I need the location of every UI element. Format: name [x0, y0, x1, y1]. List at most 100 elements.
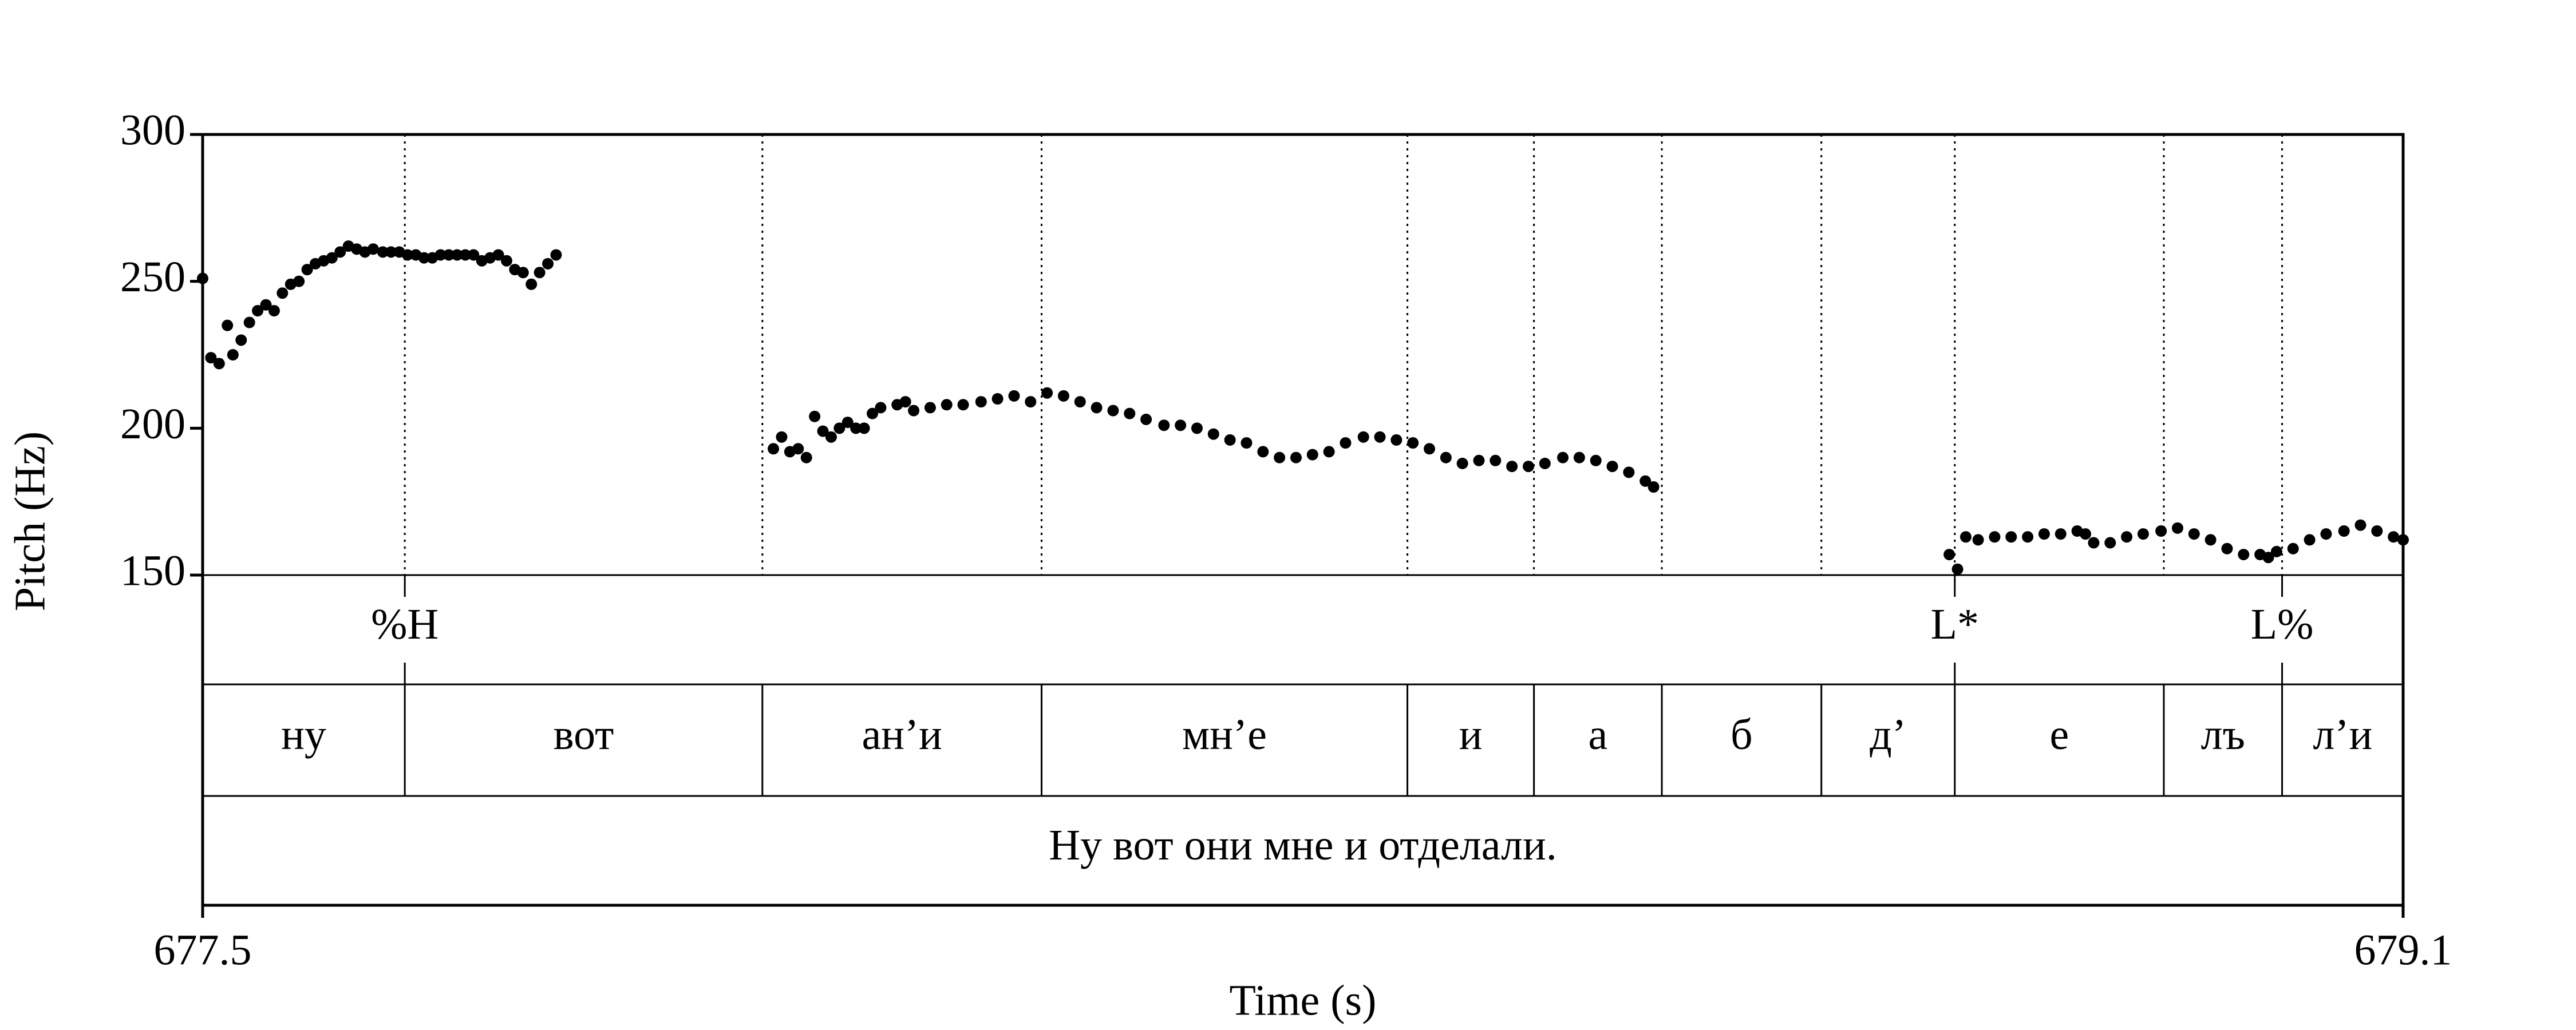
pitch-point [377, 246, 389, 258]
pitch-point [1290, 451, 1302, 464]
pitch-point [260, 299, 272, 311]
interval-label: и [1459, 711, 1483, 759]
y-tick-label: 200 [120, 400, 185, 448]
interval-label: ну [281, 711, 326, 759]
pitch-point [1057, 390, 1069, 402]
pitch-point [2188, 528, 2200, 540]
interval-label: Ну вот они мне и отделали. [1049, 821, 1557, 869]
x-tick-label: 677.5 [154, 926, 252, 974]
pitch-point [1107, 405, 1119, 417]
plot-frame [201, 133, 2405, 907]
pitch-point [268, 305, 280, 316]
pitch-point [500, 255, 512, 267]
pitch-point [1506, 461, 1518, 473]
pitch-point [2080, 528, 2092, 540]
pitch-point [2262, 552, 2274, 564]
pitch-point [2304, 534, 2316, 546]
pitch-point [1158, 419, 1170, 431]
pitch-point [858, 422, 870, 434]
pitch-point [1025, 396, 1037, 408]
pitch-point [1960, 531, 1972, 543]
pitch-point [817, 425, 829, 437]
pitch-point [1041, 387, 1053, 399]
pitch-point [459, 249, 471, 261]
pitch-point [1523, 461, 1535, 473]
pitch-point [908, 405, 920, 417]
pitch-point [776, 431, 788, 443]
pitch-point [1473, 454, 1485, 466]
pitch-point [825, 431, 837, 443]
pitch-point [2388, 531, 2400, 543]
pitch-point [401, 249, 413, 261]
pitch-point [1240, 437, 1253, 449]
pitch-point [1008, 390, 1020, 402]
pitch-point [517, 267, 529, 279]
tone-label: %H [371, 600, 438, 648]
pitch-point [2371, 525, 2383, 537]
pitch-point [243, 316, 255, 328]
pitch-point [867, 407, 879, 419]
pitch-point [2338, 525, 2350, 537]
pitch-point [1440, 451, 1452, 464]
pitch-point [418, 252, 430, 264]
interval-label: д’ [1870, 711, 1906, 759]
pitch-point [227, 349, 239, 360]
pitch-point [1557, 451, 1569, 464]
pitch-point [492, 249, 504, 261]
interval-label: ан’и [862, 711, 942, 759]
pitch-point [850, 422, 862, 434]
interval-label: а [1588, 711, 1607, 759]
pitch-point [800, 451, 812, 464]
pitch-point [443, 249, 455, 261]
pitch-point [1490, 454, 1502, 466]
interval-label: б [1730, 711, 1753, 759]
pitch-point [2320, 528, 2332, 540]
pitch-point [1207, 428, 1219, 440]
pitch-point [975, 396, 987, 408]
pitch-point [1091, 402, 1103, 414]
pitch-point [1623, 466, 1635, 478]
pitch-point [1943, 549, 1955, 561]
pitch-point [2022, 531, 2034, 543]
y-tick-label: 300 [120, 106, 185, 154]
x-tick-label: 679.1 [2354, 926, 2452, 974]
pitch-point [385, 246, 397, 258]
pitch-point [841, 417, 854, 429]
pitch-point [2088, 537, 2100, 549]
pitch-point [1590, 454, 1602, 466]
pitch-point [451, 249, 463, 261]
pitch-point [1175, 419, 1187, 431]
pitch-point [367, 243, 379, 255]
pitch-point [1224, 434, 1236, 446]
pitch-point [326, 252, 338, 264]
pitch-point [1140, 413, 1152, 425]
pitch-point [833, 422, 846, 434]
pitch-point [2171, 522, 2183, 534]
pitch-point [2270, 545, 2282, 557]
pitch-point [875, 402, 887, 414]
interval-label: е [2050, 711, 2069, 759]
pitch-point [2104, 537, 2116, 549]
pitch-point [2055, 528, 2067, 540]
pitch-point [222, 319, 234, 331]
pitch-point [468, 249, 480, 261]
pitch-point [2238, 549, 2250, 561]
pitch-point [205, 352, 217, 364]
pitch-point [1390, 434, 1402, 446]
pitch-point [213, 358, 225, 370]
y-tick-label: 150 [120, 546, 185, 595]
pitch-point [293, 275, 305, 287]
pitch-point [1951, 563, 1963, 575]
pitch-point [1606, 461, 1618, 473]
pitch-point [1340, 437, 1352, 449]
pitch-point [434, 249, 447, 261]
pitch-point [809, 410, 821, 422]
pitch-point [1456, 457, 1468, 469]
interval-label: лъ [2201, 711, 2245, 759]
y-axis-label: Pitch (Hz) [6, 431, 54, 611]
pitch-point [542, 258, 554, 270]
interval-label: л’и [2313, 711, 2372, 759]
pitch-point [2287, 542, 2299, 554]
